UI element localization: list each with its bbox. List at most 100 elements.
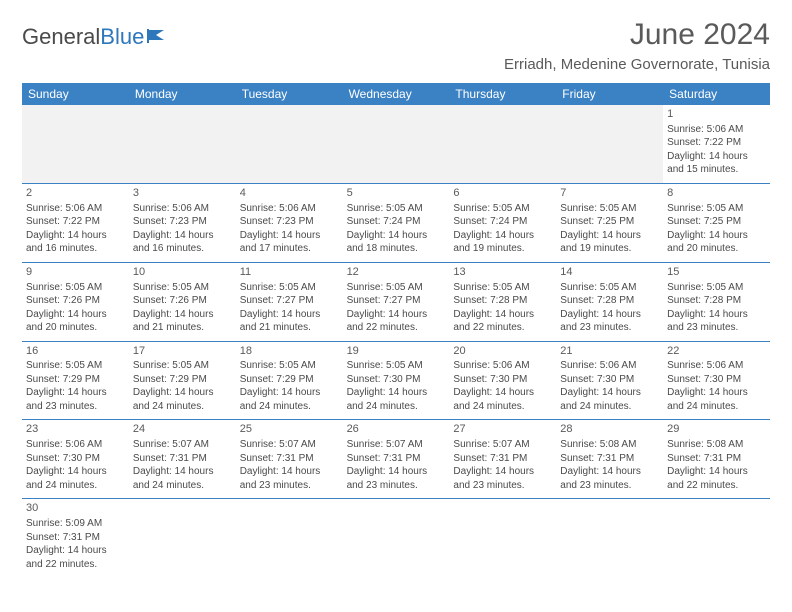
- day-cell: 7Sunrise: 5:05 AMSunset: 7:25 PMDaylight…: [556, 184, 663, 262]
- week-row: 23Sunrise: 5:06 AMSunset: 7:30 PMDayligh…: [22, 420, 770, 499]
- day-info-line: Sunset: 7:28 PM: [667, 294, 766, 308]
- day-info-line: Sunrise: 5:09 AM: [26, 517, 125, 531]
- day-info-line: and 16 minutes.: [26, 242, 125, 256]
- day-info-line: Sunset: 7:30 PM: [453, 373, 552, 387]
- day-info-line: Sunrise: 5:07 AM: [133, 438, 232, 452]
- day-info-line: Sunrise: 5:06 AM: [240, 202, 339, 216]
- day-cell-empty: [556, 499, 663, 577]
- day-info-line: Daylight: 14 hours: [26, 465, 125, 479]
- day-info-line: Sunrise: 5:06 AM: [667, 123, 766, 137]
- day-cell: 19Sunrise: 5:05 AMSunset: 7:30 PMDayligh…: [343, 342, 450, 420]
- day-info-line: Sunset: 7:30 PM: [26, 452, 125, 466]
- day-number: 26: [347, 422, 446, 437]
- day-info-line: Daylight: 14 hours: [133, 386, 232, 400]
- day-number: 3: [133, 186, 232, 201]
- day-info-line: and 17 minutes.: [240, 242, 339, 256]
- day-info-line: and 23 minutes.: [347, 479, 446, 493]
- day-info-line: Daylight: 14 hours: [240, 229, 339, 243]
- day-info-line: Sunrise: 5:06 AM: [26, 202, 125, 216]
- day-number: 16: [26, 344, 125, 359]
- day-info-line: and 22 minutes.: [26, 558, 125, 572]
- day-cell: 29Sunrise: 5:08 AMSunset: 7:31 PMDayligh…: [663, 420, 770, 498]
- day-cell-empty: [556, 105, 663, 183]
- day-info-line: Daylight: 14 hours: [240, 308, 339, 322]
- day-info-line: and 23 minutes.: [26, 400, 125, 414]
- day-cell: 20Sunrise: 5:06 AMSunset: 7:30 PMDayligh…: [449, 342, 556, 420]
- day-number: 1: [667, 107, 766, 122]
- day-info-line: Sunrise: 5:05 AM: [667, 281, 766, 295]
- day-info-line: Daylight: 14 hours: [667, 386, 766, 400]
- day-number: 5: [347, 186, 446, 201]
- day-info-line: Sunrise: 5:06 AM: [667, 359, 766, 373]
- day-info-line: Sunset: 7:25 PM: [560, 215, 659, 229]
- day-info-line: Sunset: 7:28 PM: [560, 294, 659, 308]
- day-info-line: Sunset: 7:31 PM: [240, 452, 339, 466]
- day-info-line: Daylight: 14 hours: [667, 150, 766, 164]
- week-row: 16Sunrise: 5:05 AMSunset: 7:29 PMDayligh…: [22, 342, 770, 421]
- day-info-line: Sunrise: 5:05 AM: [347, 359, 446, 373]
- day-info-line: Daylight: 14 hours: [347, 308, 446, 322]
- day-info-line: Sunrise: 5:07 AM: [453, 438, 552, 452]
- calendar-grid: Sunday Monday Tuesday Wednesday Thursday…: [22, 83, 770, 577]
- day-number: 8: [667, 186, 766, 201]
- day-number: 6: [453, 186, 552, 201]
- flag-icon: [146, 24, 168, 50]
- day-info-line: Sunrise: 5:07 AM: [240, 438, 339, 452]
- day-info-line: and 24 minutes.: [347, 400, 446, 414]
- day-info-line: Daylight: 14 hours: [453, 308, 552, 322]
- logo-text-1: General: [22, 24, 100, 50]
- day-number: 13: [453, 265, 552, 280]
- day-info-line: Daylight: 14 hours: [667, 308, 766, 322]
- day-cell: 11Sunrise: 5:05 AMSunset: 7:27 PMDayligh…: [236, 263, 343, 341]
- day-info-line: Sunset: 7:22 PM: [26, 215, 125, 229]
- day-info-line: Sunset: 7:30 PM: [347, 373, 446, 387]
- day-cell: 15Sunrise: 5:05 AMSunset: 7:28 PMDayligh…: [663, 263, 770, 341]
- header: GeneralBlue June 2024 Erriadh, Medenine …: [22, 18, 770, 73]
- day-info-line: and 24 minutes.: [560, 400, 659, 414]
- weekday-header: Thursday: [449, 83, 556, 105]
- day-info-line: Sunset: 7:25 PM: [667, 215, 766, 229]
- day-cell-empty: [236, 105, 343, 183]
- day-number: 22: [667, 344, 766, 359]
- day-info-line: Sunrise: 5:05 AM: [240, 359, 339, 373]
- day-number: 29: [667, 422, 766, 437]
- day-cell: 13Sunrise: 5:05 AMSunset: 7:28 PMDayligh…: [449, 263, 556, 341]
- day-info-line: and 24 minutes.: [26, 479, 125, 493]
- day-info-line: Daylight: 14 hours: [133, 465, 232, 479]
- day-info-line: and 23 minutes.: [560, 479, 659, 493]
- day-info-line: and 20 minutes.: [26, 321, 125, 335]
- day-cell: 2Sunrise: 5:06 AMSunset: 7:22 PMDaylight…: [22, 184, 129, 262]
- day-cell-empty: [343, 105, 450, 183]
- day-info-line: Daylight: 14 hours: [560, 465, 659, 479]
- day-number: 10: [133, 265, 232, 280]
- day-cell: 5Sunrise: 5:05 AMSunset: 7:24 PMDaylight…: [343, 184, 450, 262]
- day-info-line: and 19 minutes.: [560, 242, 659, 256]
- day-number: 18: [240, 344, 339, 359]
- day-info-line: and 23 minutes.: [560, 321, 659, 335]
- day-info-line: Sunset: 7:23 PM: [133, 215, 232, 229]
- day-info-line: and 19 minutes.: [453, 242, 552, 256]
- day-info-line: Sunset: 7:29 PM: [240, 373, 339, 387]
- day-info-line: Daylight: 14 hours: [133, 308, 232, 322]
- day-number: 20: [453, 344, 552, 359]
- week-row: 9Sunrise: 5:05 AMSunset: 7:26 PMDaylight…: [22, 263, 770, 342]
- day-cell: 26Sunrise: 5:07 AMSunset: 7:31 PMDayligh…: [343, 420, 450, 498]
- day-cell: 18Sunrise: 5:05 AMSunset: 7:29 PMDayligh…: [236, 342, 343, 420]
- day-cell: 17Sunrise: 5:05 AMSunset: 7:29 PMDayligh…: [129, 342, 236, 420]
- month-title: June 2024: [504, 18, 770, 52]
- day-info-line: and 18 minutes.: [347, 242, 446, 256]
- day-cell-empty: [129, 105, 236, 183]
- day-info-line: and 24 minutes.: [133, 479, 232, 493]
- day-info-line: Sunset: 7:31 PM: [453, 452, 552, 466]
- day-cell: 4Sunrise: 5:06 AMSunset: 7:23 PMDaylight…: [236, 184, 343, 262]
- day-info-line: Sunrise: 5:08 AM: [560, 438, 659, 452]
- day-info-line: Sunrise: 5:05 AM: [26, 281, 125, 295]
- day-number: 30: [26, 501, 125, 516]
- day-cell-empty: [449, 105, 556, 183]
- day-info-line: Sunrise: 5:06 AM: [560, 359, 659, 373]
- day-cell: 10Sunrise: 5:05 AMSunset: 7:26 PMDayligh…: [129, 263, 236, 341]
- day-info-line: and 21 minutes.: [133, 321, 232, 335]
- day-info-line: and 23 minutes.: [453, 479, 552, 493]
- day-info-line: Daylight: 14 hours: [240, 465, 339, 479]
- weekday-header-row: Sunday Monday Tuesday Wednesday Thursday…: [22, 83, 770, 105]
